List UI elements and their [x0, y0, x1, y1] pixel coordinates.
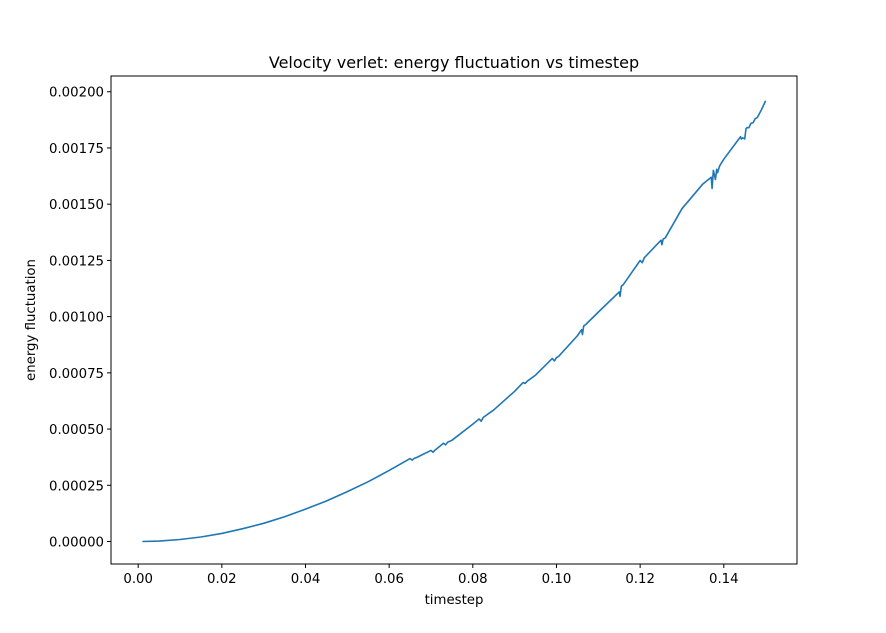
y-tick-label: 0.00025: [49, 479, 104, 494]
y-tick-label: 0.00200: [49, 86, 104, 101]
x-tick-label: 0.10: [542, 572, 572, 587]
series-layer: [142, 100, 767, 543]
y-tick-label: 0.00175: [49, 142, 104, 157]
x-axis-label: timestep: [425, 593, 484, 608]
x-tick-label: 0.08: [458, 572, 488, 587]
x-tick-label: 0.02: [207, 572, 237, 587]
x-tick-label: 0.14: [709, 572, 739, 587]
y-tick-label: 0.00000: [49, 536, 104, 551]
y-axis-label: energy fluctuation: [24, 259, 39, 381]
series-line: [142, 100, 767, 543]
y-tick-label: 0.00100: [49, 311, 104, 326]
x-tick-label: 0.04: [291, 572, 321, 587]
plot-area-frame: [110, 75, 798, 565]
y-tick-label: 0.00125: [49, 254, 104, 269]
x-tick-label: 0.00: [123, 572, 153, 587]
x-tick-label: 0.06: [374, 572, 404, 587]
y-axis-ticks: 0.00000 0.00025 0.00050 0.00075 0.00100 0.001…: [49, 86, 111, 551]
x-tick-label: 0.12: [625, 572, 655, 587]
y-tick-label: 0.00150: [49, 198, 104, 213]
y-tick-label: 0.00050: [49, 423, 104, 438]
chart-title: Velocity verlet: energy fluctuation vs t…: [269, 53, 639, 72]
y-tick-label: 0.00075: [49, 367, 104, 382]
x-axis-ticks: 0.00 0.02 0.04 0.06 0.08 0.10 0.12 0.14: [123, 564, 739, 587]
